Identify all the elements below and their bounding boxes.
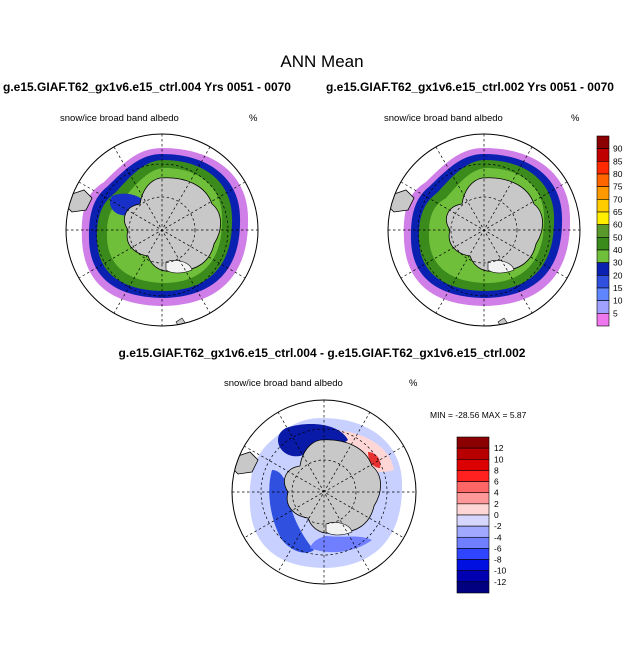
colorbar-tick-label: 70 [613,194,623,204]
colorbar-tick-label: 60 [613,220,623,230]
colorbar-tick-label: 65 [613,207,623,217]
colorbar-swatch [596,249,610,263]
colorbar-swatch [456,536,490,549]
colorbar-swatch [596,237,610,251]
colorbar-swatch [596,135,610,149]
colorbar-tick-label: 6 [494,477,499,487]
colorbar-swatch [456,481,490,494]
polar-map-case-b [387,133,581,327]
colorbar-tick-label: 10 [613,296,623,306]
colorbar-tick-label: 80 [613,169,623,179]
diff-min-max: MIN = -28.56 MAX = 5.87 [430,410,527,420]
colorbar-swatch [456,514,490,527]
ross-ice-shelf [325,522,353,536]
colorbar-tick-label: 75 [613,182,623,192]
colorbar-swatch [596,186,610,200]
colorbar-tick-label: 5 [613,308,618,318]
ross-ice-shelf [487,260,515,274]
case-b-label: g.e15.GIAF.T62_gx1v6.e15_ctrl.002 Yrs 00… [326,80,614,94]
colorbar-tick-label: -6 [494,543,502,553]
plot-title: ANN Mean [280,52,364,71]
colorbar-tick-label: 12 [494,443,504,453]
colorbar-swatch [456,447,490,460]
colorbar-absolute: 90 85 80 75 70 65 60 50 40 30 20 15 10 5 [596,135,623,327]
colorbar-swatch [456,458,490,471]
panel-a-units: % [249,113,258,124]
colorbar-swatch [596,148,610,162]
colorbar-swatch [596,300,610,314]
colorbar-swatch [456,570,490,583]
colorbar-tick-label: -10 [494,566,507,576]
diff-blue-band-west [269,470,314,553]
colorbar-swatch [596,224,610,238]
colorbar-swatch [456,548,490,560]
colorbar-tick-label: 4 [494,488,499,498]
polar-map-case-a [65,133,259,327]
colorbar-tick-label: 10 [494,454,504,464]
colorbar-swatch [456,492,490,505]
antarctica-land [284,439,381,534]
colorbar-tick-label: 8 [494,465,499,475]
colorbar-tick-label: 50 [613,232,623,242]
colorbar-swatch [596,313,610,327]
colorbar-tick-label: 40 [613,245,623,255]
antarctica-land [446,177,543,272]
colorbar-swatch [596,287,610,301]
colorbar-swatch [596,161,610,175]
colorbar-tick-label: -2 [494,521,502,531]
colorbar-tick-label: 15 [613,283,623,293]
antarctica-land [124,177,221,272]
panel-b-units: % [571,113,580,124]
colorbar-swatch [596,211,610,225]
colorbar-swatch [456,470,490,482]
colorbar-tick-label: -8 [494,555,502,565]
colorbar-swatch [456,503,490,516]
case-a-label: g.e15.GIAF.T62_gx1v6.e15_ctrl.004 Yrs 00… [3,80,291,94]
colorbar-tick-label: 30 [613,258,623,268]
panel-a-variable: snow/ice broad band albedo [60,113,179,124]
panel-diff-variable: snow/ice broad band albedo [224,378,343,389]
colorbar-tick-label: 85 [613,156,623,166]
colorbar-swatch [596,275,610,289]
colorbar-tick-label: -12 [494,577,507,587]
panel-b-variable: snow/ice broad band albedo [384,113,503,124]
colorbar-tick-label: 20 [613,270,623,280]
colorbar-tick-label: 90 [613,144,623,154]
colorbar-tick-label: 2 [494,499,499,509]
ross-ice-shelf [165,260,193,274]
colorbar-swatch [596,173,610,187]
colorbar-swatch [456,525,490,538]
polar-map-difference [231,399,417,585]
colorbar-swatch [596,199,610,213]
difference-label: g.e15.GIAF.T62_gx1v6.e15_ctrl.004 - g.e1… [118,346,526,360]
colorbar-swatch [456,436,490,449]
colorbar-tick-label: 0 [494,510,499,520]
colorbar-swatch [596,262,610,276]
diff-red-spot [368,452,381,468]
colorbar-swatch [456,581,490,594]
colorbar-tick-label: -4 [494,532,502,542]
colorbar-swatch [456,559,490,572]
panel-diff-units: % [409,378,418,389]
